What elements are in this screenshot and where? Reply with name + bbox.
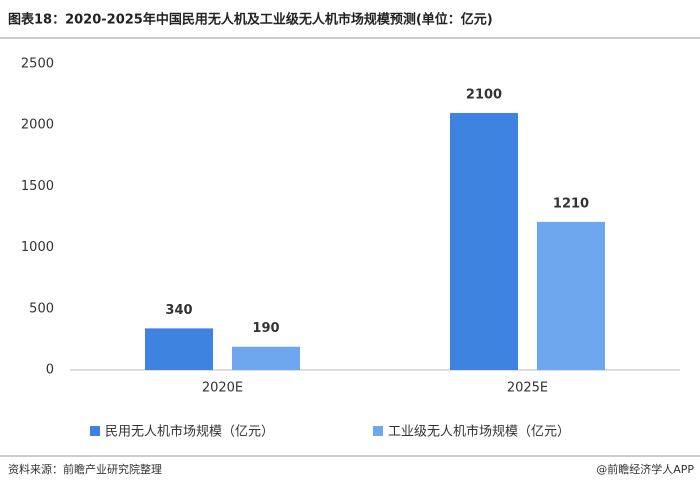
value-label: 2100 — [466, 87, 502, 102]
value-label: 1210 — [553, 196, 589, 211]
y-tick-label: 500 — [29, 301, 54, 316]
y-tick-label: 0 — [46, 363, 54, 378]
credit: @前瞻经济学人APP — [596, 462, 694, 476]
bar — [145, 328, 213, 370]
bar — [232, 346, 300, 370]
legend-swatch — [90, 426, 100, 436]
y-tick-label: 1500 — [21, 179, 54, 194]
bar — [450, 112, 518, 371]
source: 资料来源：前瞻产业研究院整理 — [8, 462, 162, 476]
x-tick-label: 2020E — [202, 381, 243, 396]
value-label: 340 — [165, 303, 192, 318]
x-tick-label: 2025E — [507, 381, 548, 396]
legend-swatch — [373, 426, 383, 436]
y-tick-label: 2500 — [21, 57, 54, 72]
legend-label: 民用无人机市场规模（亿元） — [105, 424, 274, 440]
y-tick-label: 1000 — [21, 240, 54, 255]
chart-title: 图表18：2020-2025年中国民用无人机及工业级无人机市场规模预测(单位：亿… — [8, 12, 493, 28]
bar — [537, 221, 605, 370]
legend-label: 工业级无人机市场规模（亿元） — [388, 424, 570, 440]
y-tick-label: 2000 — [21, 118, 54, 133]
value-label: 190 — [252, 321, 279, 336]
